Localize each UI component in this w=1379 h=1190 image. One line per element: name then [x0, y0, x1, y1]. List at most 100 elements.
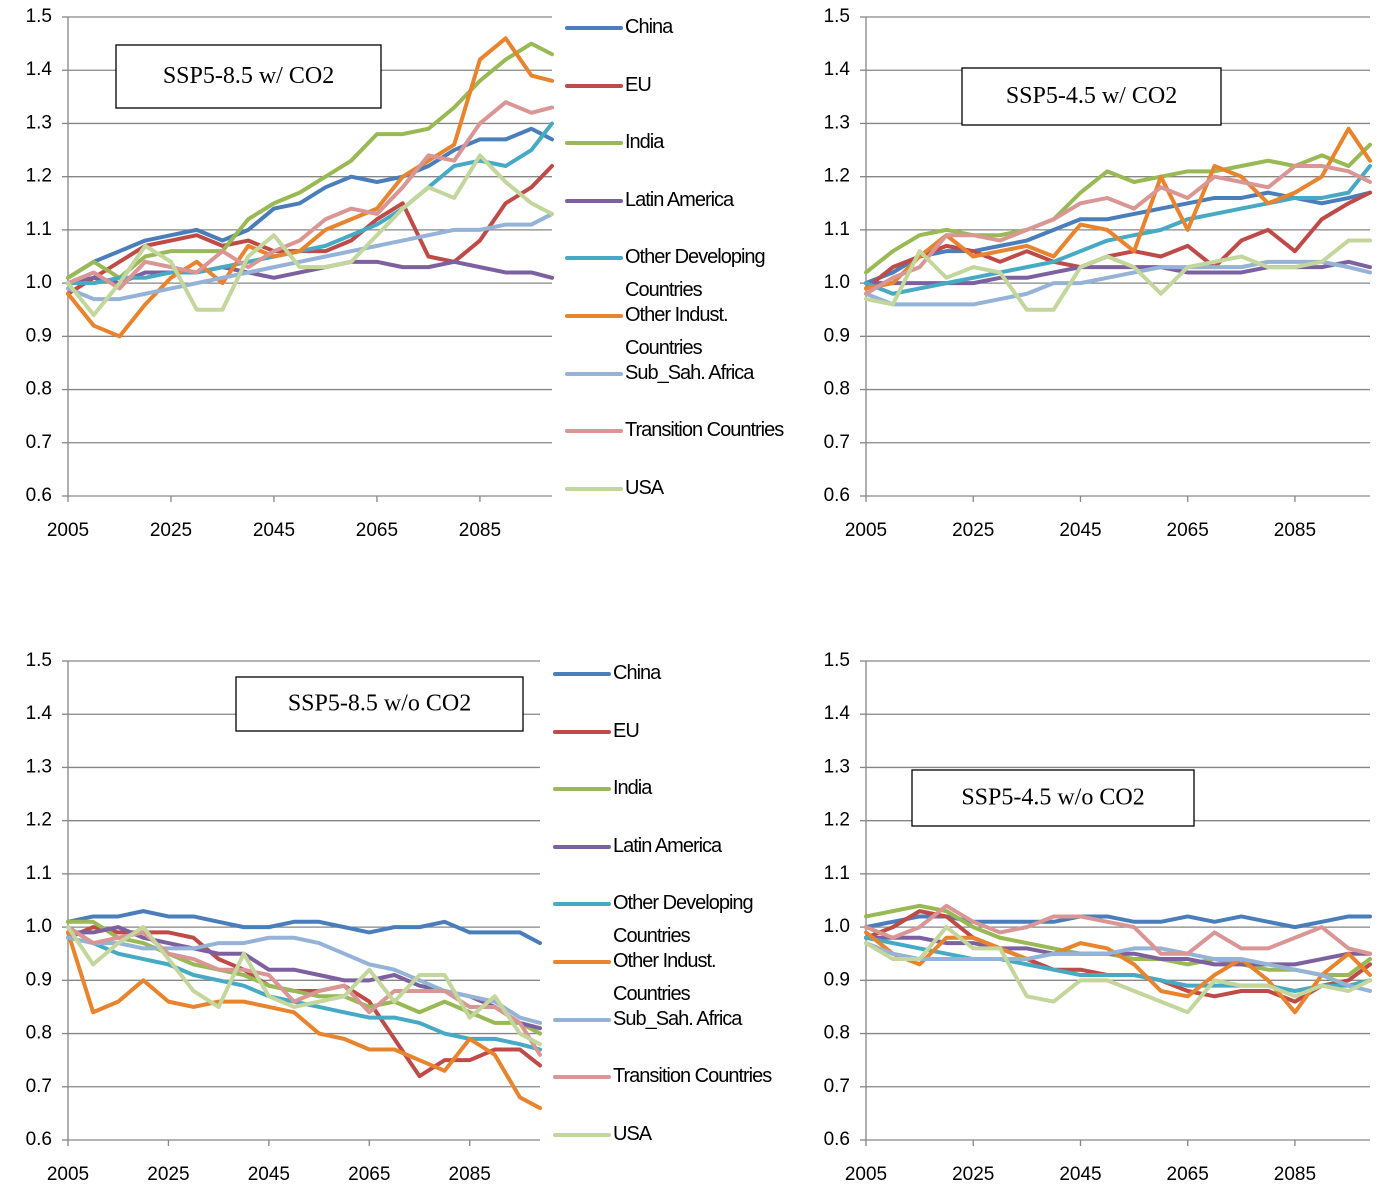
- y-tick-label: 1.5: [26, 650, 52, 671]
- legend-label: Sub_Sah. Africa: [613, 1007, 742, 1030]
- x-tick-label: 2085: [449, 1164, 491, 1185]
- x-tick-label: 2065: [1167, 520, 1209, 541]
- y-tick-label: 0.7: [26, 1076, 52, 1097]
- legend-entry: China: [553, 657, 793, 714]
- y-tick-label: 1.3: [26, 756, 52, 777]
- series-line: [864, 903, 1372, 956]
- y-tick-label: 1.2: [26, 810, 52, 831]
- legend-swatch: [565, 486, 623, 491]
- legend-label: EU: [613, 719, 640, 742]
- y-tick-label: 1.3: [26, 112, 52, 133]
- series-line: [864, 930, 1372, 1015]
- y-tick-label: 1.0: [824, 272, 850, 293]
- y-tick-label: 0.9: [824, 325, 850, 346]
- series-line: [66, 909, 542, 946]
- legend-swatch: [553, 844, 611, 849]
- legend-entry: Latin America: [565, 184, 805, 241]
- legend-entry: Sub_Sah. Africa: [565, 357, 805, 414]
- series-line: [864, 164, 1372, 296]
- y-tick-label: 1.4: [26, 59, 53, 80]
- series-line: [864, 164, 1372, 296]
- y-tick-label: 1.1: [26, 863, 52, 884]
- y-tick-label: 0.6: [26, 1129, 52, 1150]
- y-tick-label: 0.8: [26, 1023, 52, 1044]
- x-tick-label: 2045: [253, 520, 295, 541]
- x-tick-label: 2005: [845, 520, 887, 541]
- legend-entry: India: [553, 772, 793, 829]
- y-tick-label: 1.2: [824, 810, 850, 831]
- series-line: [66, 41, 554, 280]
- series-line: [864, 126, 1372, 291]
- y-tick-label: 1.2: [26, 166, 52, 187]
- series-line: [66, 925, 542, 1047]
- legend-swatch: [553, 787, 611, 792]
- legend-entry: Transition Countries: [565, 414, 805, 471]
- legend-label: Transition Countries: [613, 1065, 772, 1088]
- series-line: [66, 164, 554, 296]
- series-line: [864, 142, 1372, 275]
- y-tick-label: 1.1: [824, 219, 850, 240]
- y-tick-label: 0.6: [824, 485, 850, 506]
- legend-label: Sub_Sah. Africa: [625, 361, 754, 384]
- series-line: [66, 153, 554, 318]
- legend-label: India: [613, 777, 652, 800]
- legend-label: Latin America: [625, 188, 734, 211]
- y-tick-label: 1.0: [26, 272, 52, 293]
- series-line: [66, 126, 554, 280]
- title-box: [115, 44, 382, 109]
- legend-swatch: [565, 429, 623, 434]
- legend-swatch: [553, 729, 611, 734]
- legend-entry: Latin America: [553, 830, 793, 887]
- legend-label: Other Developing Countries: [625, 246, 766, 302]
- x-tick-label: 2045: [1059, 520, 1101, 541]
- legend-label: USA: [613, 1122, 652, 1145]
- y-tick-label: 1.5: [824, 650, 850, 671]
- y-tick-label: 0.8: [26, 379, 52, 400]
- series-line: [66, 36, 554, 339]
- legend-swatch: [565, 83, 623, 88]
- y-tick-label: 0.9: [26, 325, 52, 346]
- legend-entry: Other Indust. Countries: [553, 945, 793, 1005]
- y-tick-label: 0.7: [824, 432, 850, 453]
- series-line: [864, 259, 1372, 307]
- legend-swatch: [553, 960, 611, 964]
- legend-label: EU: [625, 73, 652, 96]
- x-tick-label: 2025: [952, 520, 994, 541]
- chart-title: SSP5-8.5 w/o CO2: [288, 691, 471, 717]
- legend-entry: Other Developing Countries: [553, 887, 793, 947]
- legend-swatch: [565, 371, 623, 376]
- legend-label: China: [613, 662, 661, 684]
- title-box: [961, 67, 1222, 126]
- legend-entry: USA: [565, 472, 805, 529]
- legend-swatch: [553, 1017, 611, 1022]
- legend-label: Other Indust. Countries: [613, 950, 717, 1005]
- y-tick-label: 0.9: [824, 969, 850, 990]
- x-tick-label: 2085: [1274, 1164, 1316, 1185]
- y-tick-label: 0.9: [26, 969, 52, 990]
- chart-title: SSP5-4.5 w/o CO2: [961, 785, 1144, 811]
- x-tick-label: 2065: [1167, 1164, 1209, 1185]
- x-tick-label: 2025: [147, 1164, 189, 1185]
- legend-entry: EU: [553, 715, 793, 772]
- y-tick-label: 0.8: [824, 379, 850, 400]
- x-tick-label: 2045: [1059, 1164, 1101, 1185]
- y-tick-label: 1.5: [824, 6, 850, 27]
- series-line: [66, 925, 542, 1057]
- y-tick-label: 1.4: [824, 59, 851, 80]
- series-line: [66, 100, 554, 291]
- legend-swatch: [565, 256, 623, 261]
- legend-entry: Other Developing Countries: [565, 241, 805, 301]
- legend-entry: Other Indust. Countries: [565, 299, 805, 359]
- legend-label: USA: [625, 476, 664, 499]
- y-tick-label: 0.6: [824, 1129, 850, 1150]
- series-line: [864, 935, 1372, 993]
- x-tick-label: 2085: [459, 520, 501, 541]
- series-line: [864, 935, 1372, 967]
- series-line: [864, 914, 1372, 930]
- series-line: [864, 190, 1372, 291]
- legend-entry: India: [565, 126, 805, 183]
- title-box: [235, 676, 524, 732]
- legend-entry: Transition Countries: [553, 1060, 793, 1117]
- y-tick-label: 0.8: [824, 1023, 850, 1044]
